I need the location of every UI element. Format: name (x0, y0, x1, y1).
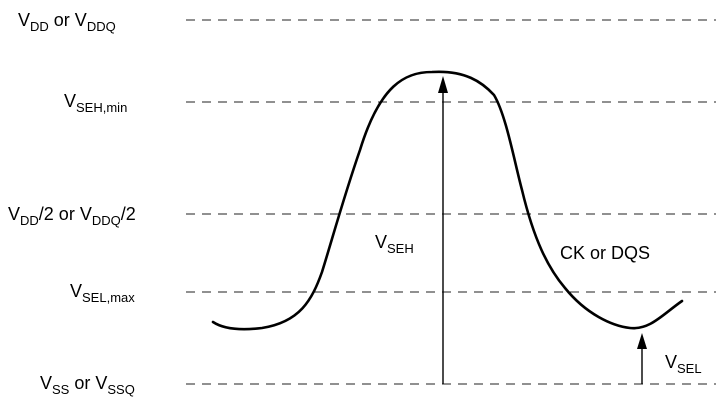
vseh-arrow-head (438, 76, 448, 93)
vdd-half-label: VDD/2 or VDDQ/2 (8, 204, 136, 228)
vseh-label: VSEH (375, 232, 414, 256)
vsel-max-label: VSEL,max (70, 281, 135, 305)
signal-waveform (211, 70, 684, 331)
vss-label: VSS or VSSQ (40, 373, 135, 397)
vsel-label: VSEL (665, 352, 702, 376)
vsel-arrow-head (637, 333, 647, 349)
vdd-label: VDD or VDDQ (18, 10, 116, 34)
signal-label: CK or DQS (560, 243, 650, 263)
vseh-min-label: VSEH,min (64, 91, 127, 115)
